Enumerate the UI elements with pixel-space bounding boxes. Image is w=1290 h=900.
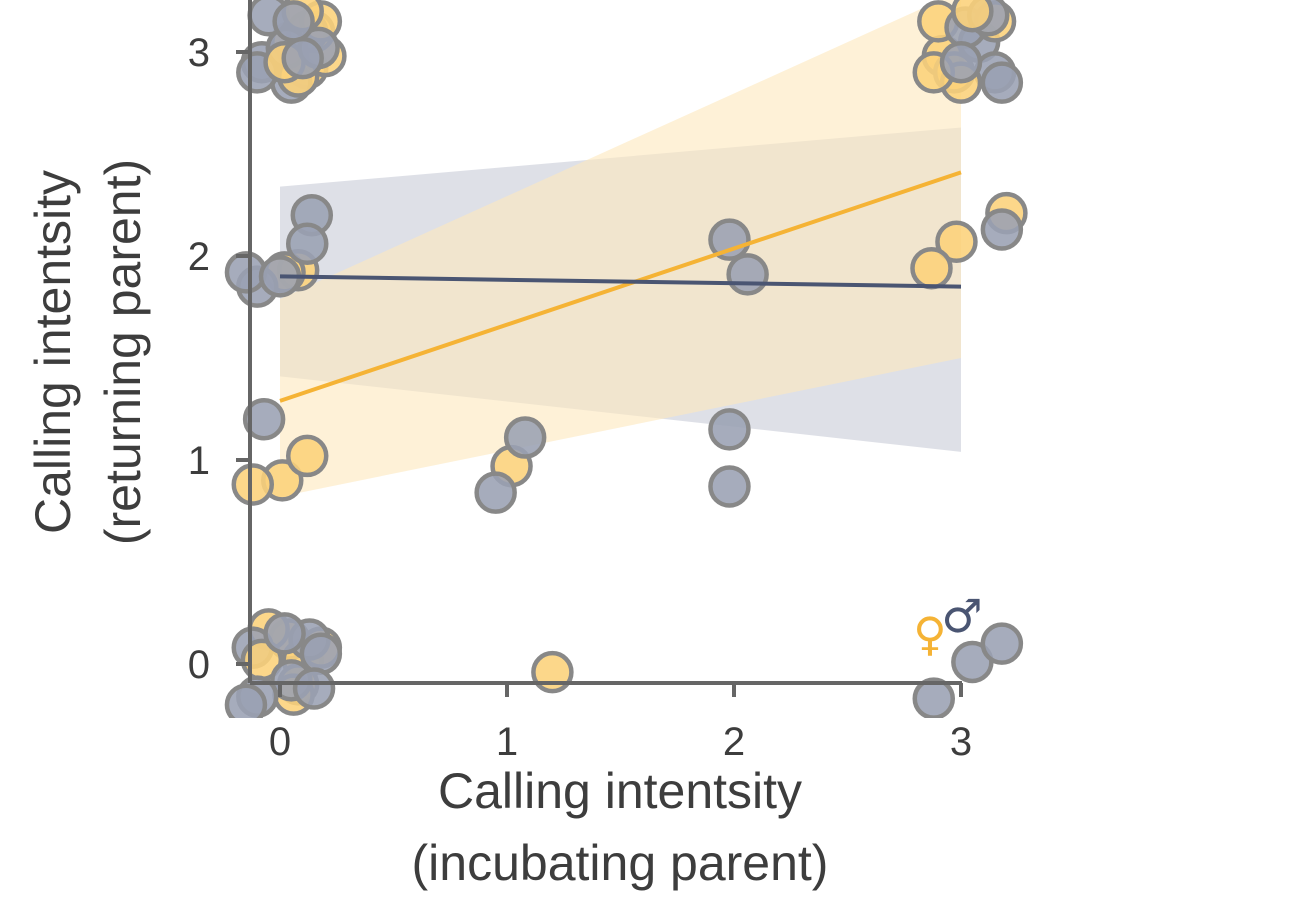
x-tick-label: 2 (723, 720, 745, 764)
male-data-point (281, 36, 324, 80)
male-data-point (263, 612, 306, 655)
male-data-point (292, 667, 336, 710)
axes (248, 0, 962, 685)
male-data-point (980, 622, 1024, 665)
male-data-point (474, 471, 517, 514)
regression-lines (279, 170, 962, 403)
y-axis-title-line-1: Calling intentsity (25, 170, 81, 534)
y-tick-label: 0 (188, 643, 210, 687)
female-regression-line (279, 170, 962, 403)
male-data-point (708, 465, 751, 508)
male-data-point (980, 61, 1024, 104)
ticks: 0 1 2 3 0 1 2 3 (188, 31, 972, 764)
male-regression-line (279, 274, 962, 289)
male-data-point (912, 677, 956, 718)
male-data-point (939, 40, 983, 84)
female-legend-symbol: ♀ (913, 607, 947, 661)
legend: ♀♂ (913, 589, 982, 661)
male-data-point (272, 0, 315, 43)
male-data-point (980, 208, 1024, 251)
female-data-point (951, 0, 994, 33)
female-data-point (285, 434, 329, 478)
male-legend-symbol: ♂ (941, 589, 982, 643)
male-data-point (726, 253, 769, 296)
female-data-point (910, 246, 953, 290)
data-points (224, 0, 1028, 718)
y-tick-label: 3 (188, 31, 210, 75)
x-tick-label: 3 (950, 720, 972, 764)
female-data-point (531, 650, 574, 694)
x-axis-title-line-2: (incubating parent) (412, 835, 829, 891)
y-axis-title-line-2: (returning parent) (95, 159, 151, 545)
axis-titles: Calling intentsity (incubating parent) Cal… (25, 159, 828, 891)
y-tick-label: 2 (188, 235, 210, 279)
male-data-point (708, 408, 751, 451)
male-data-point (285, 222, 329, 266)
male-data-point (242, 397, 286, 441)
y-tick-label: 1 (188, 439, 210, 483)
male-data-point (224, 683, 268, 718)
female-data-point (935, 220, 978, 263)
male-data-point (503, 416, 547, 459)
x-tick-label: 0 (269, 720, 291, 764)
x-tick-label: 1 (496, 720, 518, 764)
female-confidence-band (280, 0, 961, 497)
male-data-point (708, 218, 751, 261)
x-axis-title-line-1: Calling intentsity (438, 763, 802, 819)
confidence-bands (280, 0, 961, 497)
female-data-point (231, 463, 275, 506)
